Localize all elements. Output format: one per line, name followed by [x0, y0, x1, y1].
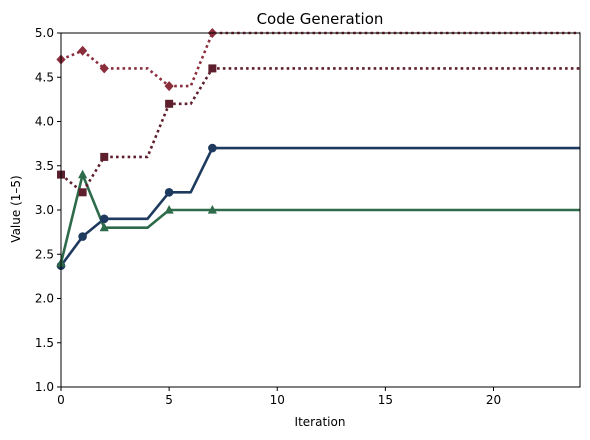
series-3-point-4: [165, 99, 174, 108]
x-tick-label: 0: [57, 393, 65, 407]
series-4-point-3: [99, 63, 109, 74]
y-axis: 1.0 1.5 2.0 2.5 3.0 3.5 4.0 4.5 5.0: [35, 26, 61, 394]
y-tick-label: 2.0: [35, 292, 54, 306]
series-2-point-3: [99, 222, 109, 232]
series-1-point-2: [78, 232, 87, 241]
series-1-point-5: [208, 143, 217, 153]
series-4-point-4: [164, 81, 174, 92]
series-2-line: [61, 173, 580, 264]
series-2-point-4: [164, 205, 174, 214]
y-tick-label: 3.0: [35, 203, 54, 217]
series-1-point-3: [99, 214, 109, 224]
x-tick-label: 15: [378, 393, 393, 407]
series-1-line: [61, 146, 580, 267]
y-tick-label: 1.0: [35, 380, 54, 394]
plot-area: [56, 28, 581, 388]
series-3-line: [61, 67, 580, 194]
y-tick-label: 2.5: [35, 247, 54, 261]
x-tick-label: 5: [165, 393, 173, 407]
y-tick-label: 1.5: [35, 336, 54, 350]
x-tick-label: 20: [486, 393, 501, 407]
x-axis-label: Iteration: [295, 415, 346, 429]
series-3-point-5: [208, 64, 217, 73]
y-tick-label: 5.0: [35, 26, 54, 40]
series-3-point-3: [100, 152, 109, 161]
series-2-point-2: [78, 169, 88, 179]
y-tick-label: 4.0: [35, 115, 54, 129]
series-4-point-2: [78, 45, 88, 56]
x-axis: 0 5 10 15 20: [57, 387, 501, 407]
x-tick-label: 10: [270, 393, 285, 407]
y-axis-label: Value (1–5): [9, 175, 23, 242]
series-4-line: [61, 31, 580, 88]
series-2-point-5: [207, 205, 217, 214]
series-1-point-4: [164, 188, 174, 197]
chart-title: Code Generation: [257, 10, 384, 28]
series-3-point-2: [78, 188, 87, 197]
y-tick-label: 4.5: [35, 70, 54, 84]
y-tick-label: 3.5: [35, 159, 54, 173]
